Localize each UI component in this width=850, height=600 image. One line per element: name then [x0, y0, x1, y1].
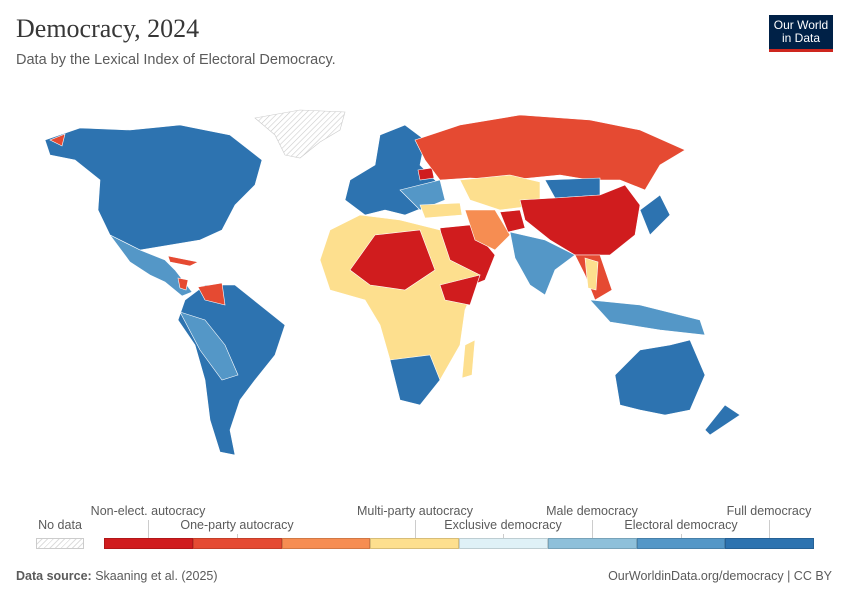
- license[interactable]: CC BY: [793, 569, 832, 583]
- region-iran[interactable]: [464, 209, 511, 251]
- legend-tick: [237, 534, 238, 538]
- legend-swatch[interactable]: [459, 538, 548, 549]
- region-turkey[interactable]: [419, 202, 463, 219]
- legend-swatch[interactable]: [725, 538, 814, 549]
- legend-swatch[interactable]: [547, 538, 637, 549]
- region-balkans-east[interactable]: [399, 179, 446, 211]
- region-sahel-north[interactable]: [349, 229, 436, 291]
- region-belarus[interactable]: [417, 167, 435, 181]
- region-east-africa[interactable]: [439, 274, 481, 306]
- region-mongolia[interactable]: [544, 177, 601, 199]
- region-madagascar[interactable]: [461, 339, 476, 379]
- legend-tick: [148, 520, 149, 538]
- data-source-value[interactable]: Skaaning et al. (2025): [95, 569, 218, 583]
- region-afghanistan[interactable]: [499, 209, 526, 233]
- region-indonesia[interactable]: [589, 299, 706, 336]
- legend-label: One-party autocracy: [180, 518, 294, 532]
- region-mexico-central-america[interactable]: [109, 234, 193, 297]
- legend-label: Full democracy: [726, 504, 812, 518]
- region-russia[interactable]: [414, 114, 686, 191]
- region-australia[interactable]: [614, 339, 706, 416]
- region-southern-africa[interactable]: [389, 354, 441, 406]
- legend-tick: [681, 534, 682, 538]
- legend-swatch[interactable]: [636, 538, 726, 549]
- region-cuba[interactable]: [167, 255, 199, 267]
- owid-logo[interactable]: Our World in Data: [769, 15, 833, 52]
- region-china[interactable]: [519, 184, 641, 256]
- legend-label: Exclusive democracy: [444, 518, 562, 532]
- chart-subtitle: Data by the Lexical Index of Electoral D…: [16, 52, 336, 68]
- region-peru-bolivia[interactable]: [179, 311, 239, 381]
- region-alaska-east[interactable]: [49, 133, 66, 147]
- legend-swatch[interactable]: [370, 538, 459, 549]
- owid-url[interactable]: OurWorldinData.org/democracy: [608, 569, 784, 583]
- legend-label: Male democracy: [546, 504, 638, 518]
- region-thailand[interactable]: [584, 257, 599, 291]
- data-source: Data source: Skaaning et al. (2025): [16, 569, 218, 583]
- legend-tick: [592, 520, 593, 538]
- legend-label: Non-elect. autocracy: [90, 504, 206, 518]
- data-source-label: Data source:: [16, 569, 92, 583]
- legend-no-data-swatch[interactable]: [36, 538, 84, 549]
- chart-title: Democracy, 2024: [16, 14, 200, 43]
- legend-swatch[interactable]: [104, 538, 193, 549]
- legend-tick: [769, 520, 770, 538]
- region-japan-korea[interactable]: [639, 194, 671, 236]
- world-map[interactable]: [0, 95, 850, 465]
- region-canada-usa[interactable]: [44, 124, 263, 251]
- legend-label-no-data: No data: [38, 518, 82, 532]
- region-venezuela[interactable]: [197, 282, 226, 306]
- footer-link: OurWorldinData.org/democracy | CC BY: [608, 569, 832, 583]
- legend-swatch[interactable]: [281, 538, 371, 549]
- legend-label: Multi-party autocracy: [356, 504, 474, 518]
- region-nicaragua[interactable]: [177, 277, 189, 291]
- legend-tick: [415, 520, 416, 538]
- legend-label: Electoral democracy: [624, 518, 738, 532]
- legend-tick: [503, 534, 504, 538]
- legend-swatch[interactable]: [192, 538, 282, 549]
- region-greenland[interactable]: [254, 109, 346, 159]
- region-south-asia[interactable]: [509, 231, 576, 296]
- region-new-zealand[interactable]: [704, 404, 741, 436]
